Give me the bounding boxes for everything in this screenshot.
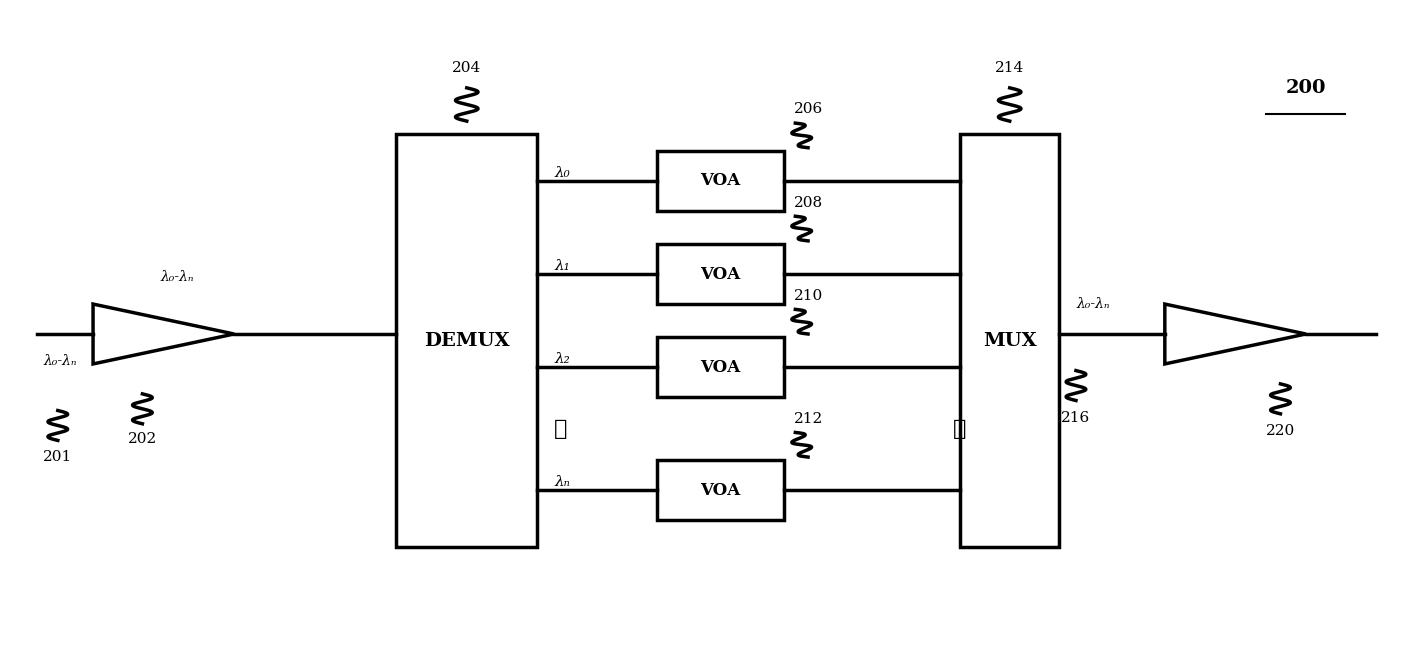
Text: VOA: VOA — [701, 266, 740, 283]
Text: ⋮: ⋮ — [954, 418, 966, 440]
Text: 208: 208 — [794, 196, 822, 210]
Text: VOA: VOA — [701, 359, 740, 376]
Text: λ₀-λₙ: λ₀-λₙ — [161, 270, 195, 284]
Text: MUX: MUX — [983, 331, 1037, 349]
Text: 214: 214 — [995, 61, 1024, 75]
Text: 202: 202 — [127, 432, 157, 446]
Text: 204: 204 — [452, 61, 482, 75]
Text: 212: 212 — [794, 411, 824, 426]
Text: λₙ: λₙ — [554, 476, 569, 490]
Text: VOA: VOA — [701, 172, 740, 190]
Text: 201: 201 — [44, 450, 72, 464]
Text: λ₂: λ₂ — [554, 352, 569, 366]
Text: 206: 206 — [794, 102, 824, 116]
FancyBboxPatch shape — [396, 134, 537, 547]
Text: λ₀: λ₀ — [554, 166, 569, 180]
Text: λ₁: λ₁ — [554, 259, 569, 273]
Text: VOA: VOA — [701, 482, 740, 499]
FancyBboxPatch shape — [657, 151, 784, 211]
Text: 220: 220 — [1266, 424, 1296, 438]
Text: DEMUX: DEMUX — [424, 331, 510, 349]
FancyBboxPatch shape — [961, 134, 1060, 547]
FancyBboxPatch shape — [657, 460, 784, 520]
FancyBboxPatch shape — [657, 244, 784, 304]
Text: ⋮: ⋮ — [554, 418, 568, 440]
Text: λ₀-λₙ: λ₀-λₙ — [44, 354, 78, 368]
Text: 210: 210 — [794, 289, 824, 303]
Text: 216: 216 — [1061, 411, 1091, 424]
FancyBboxPatch shape — [657, 337, 784, 397]
Text: λ₀-λₙ: λ₀-λₙ — [1075, 297, 1109, 311]
Text: 200: 200 — [1286, 79, 1325, 97]
